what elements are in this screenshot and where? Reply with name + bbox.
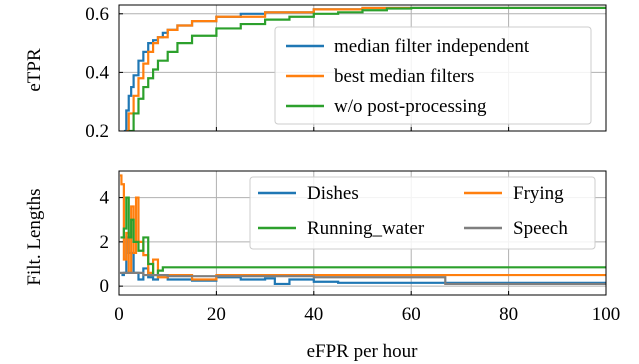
filter-lengths-ticks: 0 20 40 60 80 100 0 2 4 bbox=[100, 188, 621, 325]
y-tick-label: 4 bbox=[100, 188, 110, 209]
etpr-panel: 0.2 0.4 0.6 eTPR median filter independent… bbox=[24, 4, 607, 142]
x-tick-label: 20 bbox=[207, 304, 226, 325]
etpr-frame bbox=[118, 4, 607, 132]
etpr-series bbox=[123, 6, 606, 131]
filter-lengths-ylabel: Filt. Lengths bbox=[24, 188, 45, 285]
series-line-w-o-post-processing bbox=[128, 6, 606, 131]
filter-lengths-panel: 0 20 40 60 80 100 0 2 4 Filt. Lengths eFPR per h… bbox=[24, 170, 621, 362]
legend-label: Dishes bbox=[307, 183, 359, 204]
filter-lengths-series bbox=[119, 174, 606, 286]
legend-box bbox=[274, 26, 592, 125]
legend-label: w/o post-processing bbox=[334, 96, 487, 117]
y-tick-label: 0 bbox=[100, 276, 110, 297]
etpr-ylabel: eTPR bbox=[24, 48, 45, 92]
x-axis-label: eFPR per hour bbox=[307, 341, 419, 362]
series-line-running-water bbox=[120, 196, 606, 277]
series-line-best-median-filters bbox=[126, 6, 606, 131]
y-tick-label: 0.2 bbox=[85, 121, 109, 142]
legend-label: Frying bbox=[513, 183, 564, 204]
legend-box bbox=[249, 176, 596, 250]
legend-label: median filter independent bbox=[334, 36, 530, 57]
x-tick-label: 40 bbox=[304, 304, 323, 325]
etpr-ticks: 0.2 0.4 0.6 bbox=[85, 4, 607, 142]
y-tick-label: 0.4 bbox=[85, 62, 109, 83]
y-tick-label: 2 bbox=[100, 232, 110, 253]
x-tick-label: 100 bbox=[592, 304, 621, 325]
legend-label: Running_water bbox=[307, 218, 425, 239]
legend-label: Speech bbox=[513, 218, 568, 239]
filter-lengths-frame bbox=[118, 170, 607, 296]
etpr-legend: median filter independent best median fil… bbox=[274, 26, 592, 125]
x-tick-label: 80 bbox=[499, 304, 518, 325]
series-line-speech bbox=[119, 271, 606, 286]
x-tick-label: 60 bbox=[402, 304, 421, 325]
y-tick-label: 0.6 bbox=[85, 4, 109, 25]
filter-lengths-legend: Dishes Frying Running_water Speech bbox=[249, 176, 596, 250]
legend-label: best median filters bbox=[334, 66, 474, 87]
x-tick-label: 0 bbox=[114, 304, 124, 325]
